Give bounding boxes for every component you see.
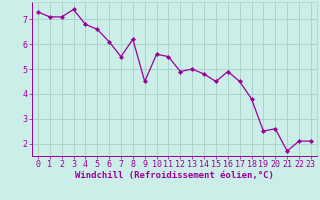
X-axis label: Windchill (Refroidissement éolien,°C): Windchill (Refroidissement éolien,°C) (75, 171, 274, 180)
